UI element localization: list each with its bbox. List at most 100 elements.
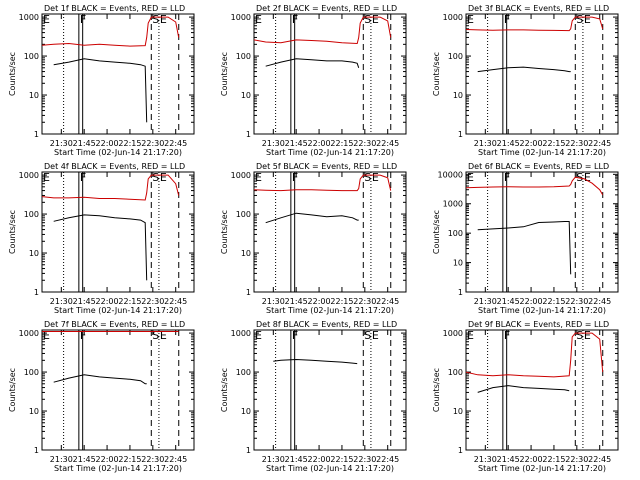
y-tick-label: 10 (241, 91, 251, 100)
time-marker-label: E (372, 329, 379, 342)
x-tick-label: 21:30 (50, 297, 73, 306)
panel-title: Det 7f BLACK = Events, RED = LLD (44, 320, 185, 329)
x-axis-label: Start Time (02-Jun-14 21:17:20) (266, 306, 394, 315)
lld-rate-line (41, 174, 180, 201)
detector-panel: Det 8f BLACK = Events, RED = LLD 1 10 100 10… (220, 320, 407, 473)
events-rate-line (273, 358, 358, 365)
detector-panel: Det 9f BLACK = Events, RED = LLD 1 10 100 10… (432, 320, 619, 473)
x-tick-label: 22:45 (376, 297, 399, 306)
x-tick-label: 21:45 (73, 455, 96, 464)
x-tick-label: 22:30 (353, 455, 376, 464)
events-rate-line (477, 385, 570, 393)
y-tick-label: 100 (24, 52, 39, 61)
y-tick-label: 1 (458, 130, 463, 139)
time-marker-label: S (576, 329, 583, 342)
y-tick-label: 1 (34, 130, 39, 139)
x-axis-label: Start Time (02-Jun-14 21:17:20) (54, 306, 182, 315)
y-tick-label: 1 (458, 446, 463, 455)
lld-rate-line (465, 332, 604, 378)
lld-rate-line (253, 174, 392, 192)
x-tick-label: 22:15 (330, 455, 353, 464)
x-tick-label: 22:00 (96, 139, 119, 148)
y-tick-label: 100 (448, 52, 463, 61)
events-rate-line (265, 212, 359, 224)
x-tick-label: 21:30 (50, 139, 73, 148)
time-marker-label: S (364, 13, 371, 26)
time-marker-label: S (576, 171, 583, 184)
time-marker-label: S (152, 171, 159, 184)
panel-title: Det 5f BLACK = Events, RED = LLD (256, 162, 397, 171)
y-tick-label: 1 (458, 288, 463, 297)
y-tick-label: 1000 (443, 13, 463, 22)
y-tick-label: 10 (453, 407, 463, 416)
y-tick-label: 100 (236, 368, 251, 377)
events-rate-line (53, 58, 148, 123)
y-tick-label: 100 (236, 52, 251, 61)
x-tick-label: 21:45 (285, 455, 308, 464)
time-marker-label: E (584, 13, 591, 26)
x-tick-label: 22:30 (141, 139, 164, 148)
y-tick-label: 10 (29, 407, 39, 416)
y-tick-label: 10 (241, 407, 251, 416)
y-axis-label: Counts/sec (220, 368, 229, 412)
x-axis-label: Start Time (02-Jun-14 21:17:20) (54, 464, 182, 473)
y-tick-label: 1000 (19, 329, 39, 338)
y-axis-label: Counts/sec (8, 368, 17, 412)
x-tick-label: 21:45 (497, 297, 520, 306)
y-tick-label: 1000 (443, 329, 463, 338)
x-tick-label: 22:15 (118, 297, 141, 306)
y-tick-label: 1 (34, 288, 39, 297)
x-tick-label: 21:45 (285, 297, 308, 306)
lld-rate-line (465, 16, 604, 32)
detector-panel: Det 7f BLACK = Events, RED = LLD 1 10 100 10… (8, 320, 195, 473)
y-tick-label: 100 (24, 368, 39, 377)
y-axis-label: Counts/sec (8, 210, 17, 254)
x-tick-label: 22:45 (588, 297, 611, 306)
x-tick-label: 22:30 (353, 139, 376, 148)
panel-title: Det 4f BLACK = Events, RED = LLD (44, 162, 185, 171)
events-rate-line (477, 66, 571, 73)
time-marker-label: E (43, 329, 50, 342)
x-tick-label: 22:15 (330, 297, 353, 306)
y-tick-label: 10 (453, 259, 463, 268)
y-axis-label: Counts/sec (220, 210, 229, 254)
time-marker-label: E (255, 13, 262, 26)
x-tick-label: 22:00 (96, 297, 119, 306)
x-tick-label: 21:45 (497, 455, 520, 464)
detector-panel: Det 3f BLACK = Events, RED = LLD 1 10 100 10… (432, 4, 619, 157)
x-tick-label: 22:00 (520, 455, 543, 464)
time-marker-label: E (372, 13, 379, 26)
panel-title: Det 9f BLACK = Events, RED = LLD (468, 320, 609, 329)
x-tick-label: 22:30 (353, 297, 376, 306)
time-marker-label: E (372, 171, 379, 184)
x-tick-label: 22:45 (164, 455, 187, 464)
time-marker-label: S (576, 13, 583, 26)
x-axis-label: Start Time (02-Jun-14 21:17:20) (266, 464, 394, 473)
x-tick-label: 21:45 (285, 139, 308, 148)
x-tick-label: 22:15 (118, 455, 141, 464)
x-tick-label: 22:15 (542, 455, 565, 464)
x-tick-label: 22:45 (376, 455, 399, 464)
time-marker-label: E (160, 171, 167, 184)
x-tick-label: 22:45 (588, 139, 611, 148)
detector-panel: Det 4f BLACK = Events, RED = LLD 1 10 100 10… (8, 162, 195, 315)
x-tick-label: 22:30 (565, 297, 588, 306)
y-tick-label: 10 (241, 249, 251, 258)
x-tick-label: 22:30 (565, 455, 588, 464)
x-tick-label: 22:00 (96, 455, 119, 464)
x-tick-label: 22:30 (141, 297, 164, 306)
time-marker-label: S (364, 329, 371, 342)
x-axis-label: Start Time (02-Jun-14 21:17:20) (478, 464, 606, 473)
x-tick-label: 22:00 (308, 139, 331, 148)
detector-panel: Det 5f BLACK = Events, RED = LLD 1 10 100 10… (220, 162, 407, 315)
x-tick-label: 22:00 (308, 297, 331, 306)
x-tick-label: 22:00 (520, 297, 543, 306)
y-tick-label: 1000 (231, 13, 251, 22)
y-tick-label: 1000 (231, 171, 251, 180)
detector-panel: Det 2f BLACK = Events, RED = LLD 1 10 100 10… (220, 4, 407, 157)
y-tick-label: 1 (246, 130, 251, 139)
panel-title: Det 2f BLACK = Events, RED = LLD (256, 4, 397, 13)
time-marker-label: E (467, 329, 474, 342)
x-axis-label: Start Time (02-Jun-14 21:17:20) (478, 148, 606, 157)
